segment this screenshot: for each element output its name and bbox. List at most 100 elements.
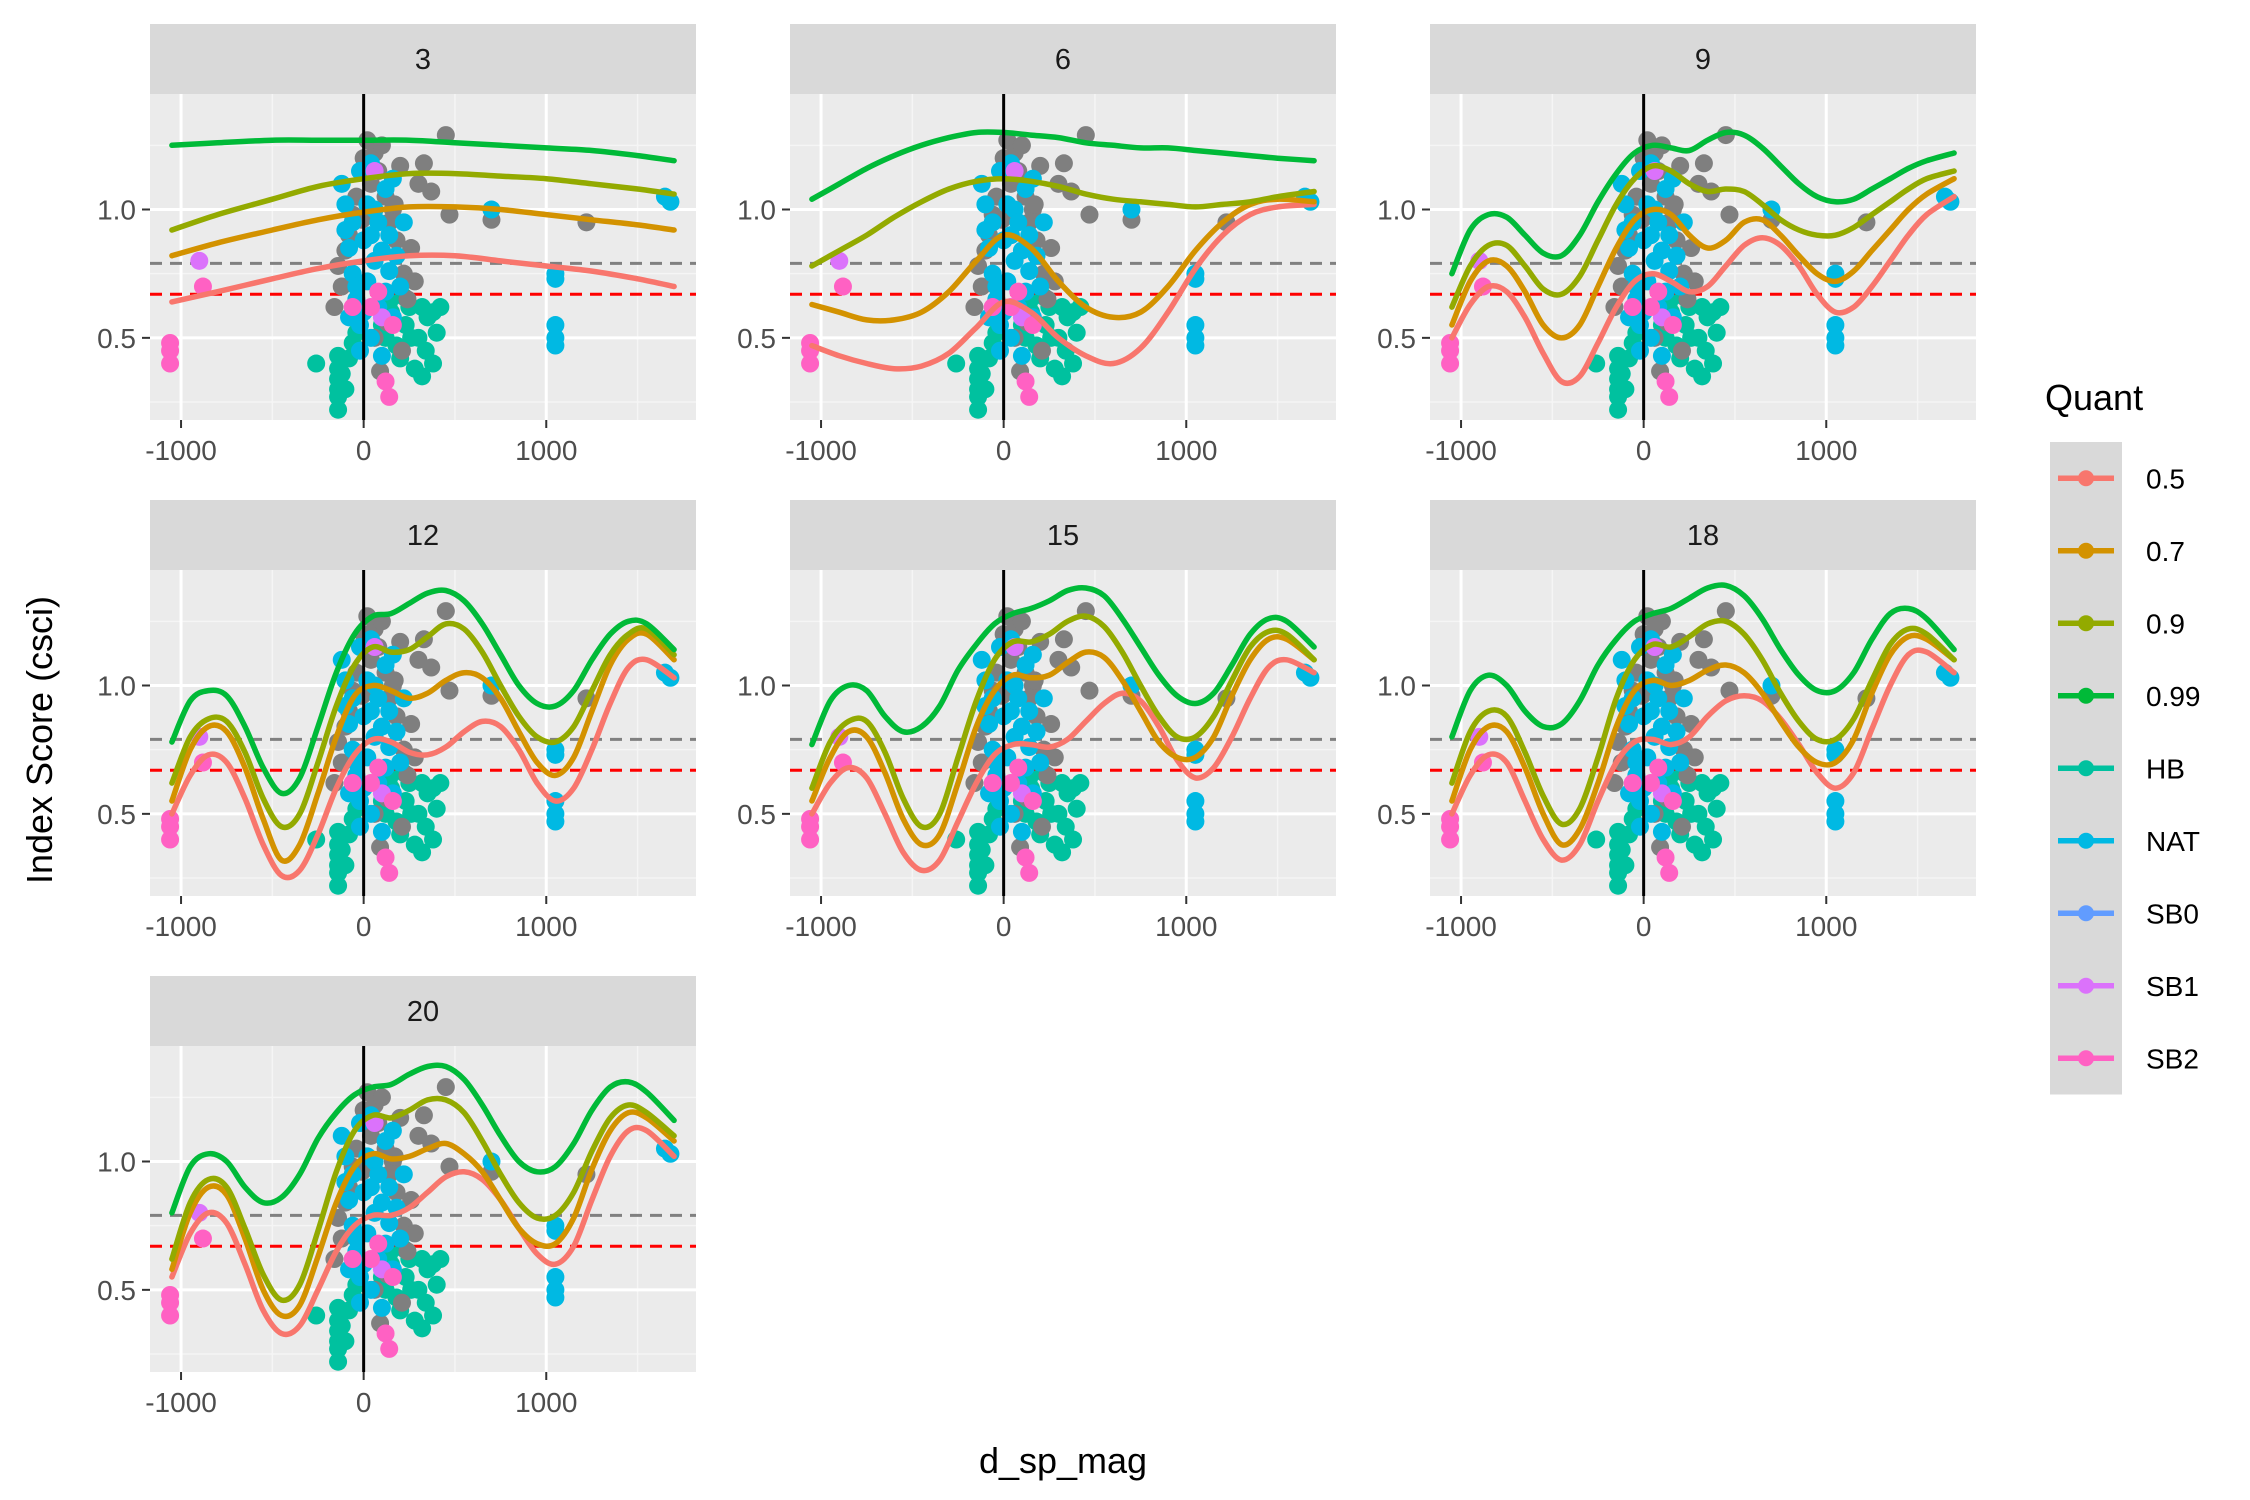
data-point-sb2: [343, 774, 362, 793]
x-tick-label: 0: [1636, 435, 1652, 466]
quantile-line-0.99: [169, 137, 677, 164]
x-tick-label: 0: [1636, 911, 1652, 942]
data-point-nat: [1620, 715, 1639, 734]
data-point-hb: [976, 380, 995, 399]
data-point-sb2: [1020, 387, 1039, 406]
data-point-hb: [402, 328, 421, 347]
data-point-hb: [1612, 364, 1631, 383]
data-point-nat: [1012, 717, 1031, 736]
data-point-sb2: [343, 298, 362, 317]
data-point-sb2: [801, 817, 820, 836]
legend-label: NAT: [2146, 826, 2200, 857]
data-point-nat: [1012, 822, 1031, 841]
y-tick-label: 0.5: [1377, 799, 1416, 830]
legend-entry-0.99: 0.99: [2058, 681, 2201, 712]
y-tick-label: 1.0: [1377, 195, 1416, 226]
data-point-sb2: [383, 316, 402, 335]
data-point-grey: [402, 239, 421, 258]
data-point-nat: [1186, 812, 1205, 831]
x-tick-label: 1000: [1155, 435, 1217, 466]
data-point-nat: [1186, 316, 1205, 335]
data-point-grey: [1673, 817, 1691, 836]
legend-label: SB2: [2146, 1043, 2199, 1074]
data-point-sb1: [830, 251, 849, 270]
panel-plot-area: [790, 570, 1336, 896]
data-point-nat: [351, 1293, 369, 1312]
data-point-nat: [1001, 804, 1020, 823]
data-point-nat: [1027, 722, 1046, 741]
data-point-hb: [307, 354, 326, 373]
legend-entry-nat: NAT: [2058, 826, 2200, 857]
data-point-sb2: [380, 1339, 399, 1358]
data-point-hb: [329, 876, 348, 895]
data-point-hb: [969, 400, 988, 419]
quantile-line-0.7: [1449, 175, 1957, 341]
data-point-grey: [1694, 630, 1713, 649]
data-point-nat: [1023, 645, 1042, 664]
data-point-sb2: [983, 774, 1002, 793]
legend-entry-0.7: 0.7: [2058, 536, 2185, 567]
quantile-line-0.99: [1449, 129, 1957, 277]
data-point-grey: [1609, 256, 1628, 275]
quantile-line-0.99: [1449, 582, 1957, 740]
data-point-hb: [424, 1306, 443, 1325]
data-point-sb2: [1441, 341, 1460, 360]
data-point-hb: [1704, 830, 1723, 849]
data-point-grey: [1012, 612, 1031, 631]
data-point-nat: [369, 1165, 388, 1184]
legend-key-point: [2078, 687, 2094, 704]
data-point-nat: [380, 702, 399, 721]
data-point-sb2: [1649, 758, 1668, 777]
legend-entry-0.9: 0.9: [2058, 608, 2185, 639]
data-point-sb2: [1016, 848, 1035, 867]
data-point-hb: [1616, 380, 1635, 399]
data-point-sb2: [361, 774, 380, 793]
data-point-sb2: [369, 282, 388, 301]
data-point-sb2: [369, 758, 388, 777]
data-point-nat: [1620, 239, 1639, 258]
data-point-nat: [372, 1298, 391, 1317]
data-point-nat: [380, 1214, 399, 1233]
data-point-grey: [436, 1078, 455, 1097]
data-point-hb: [336, 380, 355, 399]
facet-strip: [1430, 500, 1976, 570]
data-point-sb2: [376, 372, 395, 391]
data-point-hb: [1612, 840, 1631, 859]
data-point-grey: [1080, 681, 1099, 700]
quantile-line-0.5: [809, 656, 1317, 874]
data-point-nat: [1020, 702, 1039, 721]
data-point-nat: [1122, 200, 1141, 219]
y-tick-label: 1.0: [737, 671, 776, 702]
data-point-sb2: [1623, 774, 1642, 793]
data-point-hb: [1682, 804, 1701, 823]
data-point-nat: [372, 717, 391, 736]
x-tick-label: 1000: [515, 435, 577, 466]
data-point-sb2: [801, 830, 820, 849]
data-point-nat: [369, 213, 388, 232]
data-point-hb: [972, 364, 991, 383]
data-point-sb2: [1623, 298, 1642, 317]
data-point-sb2: [380, 387, 399, 406]
quantile-line-0.9: [169, 620, 677, 831]
x-tick-label: 1000: [1795, 911, 1857, 942]
data-point-hb: [1053, 298, 1072, 317]
data-point-hb: [332, 840, 351, 859]
data-point-hb: [947, 354, 966, 373]
data-point-hb: [1067, 323, 1086, 342]
data-point-grey: [393, 1293, 411, 1312]
data-point-sb2: [1641, 298, 1660, 317]
data-point-hb: [1682, 328, 1701, 347]
data-point-grey: [1042, 715, 1061, 734]
data-point-hb: [1042, 804, 1061, 823]
x-tick-label: 1000: [1155, 911, 1217, 942]
facet-strip: [150, 24, 696, 94]
data-point-nat: [380, 1178, 399, 1197]
quantile-line-0.9: [169, 170, 677, 233]
data-point-hb: [402, 1280, 421, 1299]
data-point-nat: [1031, 277, 1050, 296]
data-point-sb2: [161, 1306, 180, 1325]
legend-key-point: [2078, 615, 2094, 632]
data-point-hb: [1693, 367, 1712, 386]
legend: Quant 0.5 0.7 0.9 0.99 HB NAT SB0 SB1 SB2: [2045, 377, 2201, 1095]
data-point-grey: [393, 341, 411, 360]
